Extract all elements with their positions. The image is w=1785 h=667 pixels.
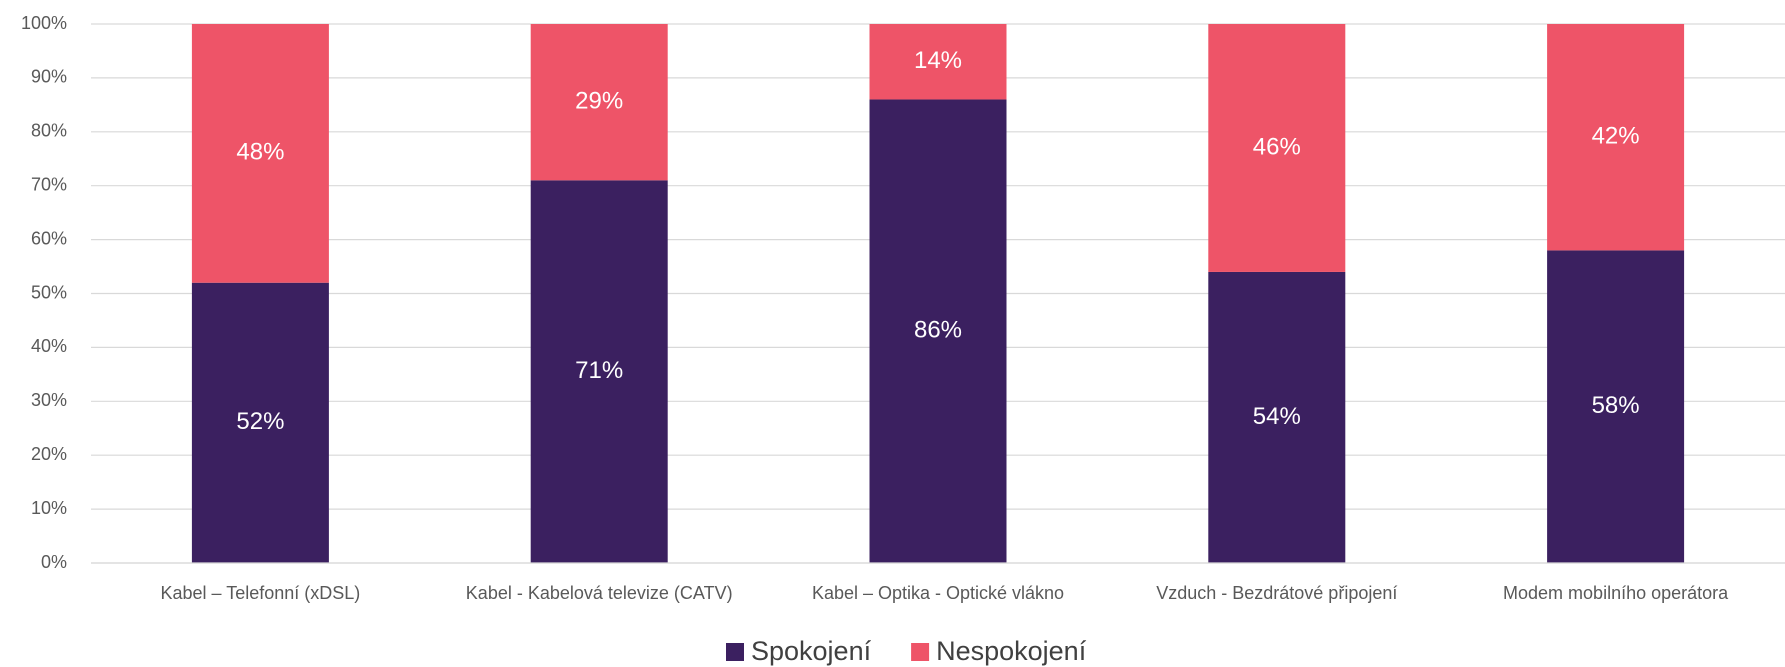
bar-segment <box>530 180 668 563</box>
x-tick-label: Kabel – Telefonní (xDSL) <box>161 583 361 603</box>
y-tick-label: 60% <box>31 228 67 248</box>
data-label: 14% <box>914 47 962 74</box>
y-tick-label: 40% <box>31 336 67 356</box>
data-label: 48% <box>236 139 284 166</box>
legend-swatch <box>726 643 744 661</box>
bar-segment <box>191 24 329 283</box>
y-tick-label: 100% <box>21 13 67 33</box>
y-tick-label: 30% <box>31 390 67 410</box>
y-tick-label: 80% <box>31 121 67 141</box>
y-tick-label: 90% <box>31 67 67 87</box>
bar-segment <box>869 99 1007 564</box>
x-tick-label: Kabel - Kabelová televize (CATV) <box>466 583 733 603</box>
data-label: 52% <box>236 408 284 435</box>
data-label: 86% <box>914 317 962 344</box>
data-label: 42% <box>1592 123 1640 150</box>
x-tick-label: Modem mobilního operátora <box>1503 583 1729 603</box>
y-tick-label: 20% <box>31 444 67 464</box>
data-label: 58% <box>1592 392 1640 419</box>
legend-label: Nespokojení <box>936 636 1087 666</box>
bar-segment <box>1208 24 1346 272</box>
bar-segment <box>1547 24 1685 251</box>
bar-segment <box>1547 250 1685 563</box>
y-tick-label: 10% <box>31 498 67 518</box>
data-label: 71% <box>575 357 623 384</box>
bar-segment <box>869 24 1007 100</box>
data-label: 29% <box>575 87 623 114</box>
y-tick-label: 0% <box>41 552 67 572</box>
x-tick-label: Kabel – Optika - Optické vlákno <box>812 583 1064 603</box>
data-label: 54% <box>1253 403 1301 430</box>
bar-segment <box>530 24 668 181</box>
x-tick-label: Vzduch - Bezdrátové připojení <box>1156 583 1397 603</box>
legend-swatch <box>911 643 930 661</box>
y-tick-label: 50% <box>31 282 67 302</box>
data-label: 46% <box>1253 133 1301 160</box>
bar-segment <box>1208 271 1346 563</box>
y-tick-label: 70% <box>31 174 67 194</box>
legend-label: Spokojení <box>751 636 872 666</box>
bar-segment <box>191 282 329 563</box>
